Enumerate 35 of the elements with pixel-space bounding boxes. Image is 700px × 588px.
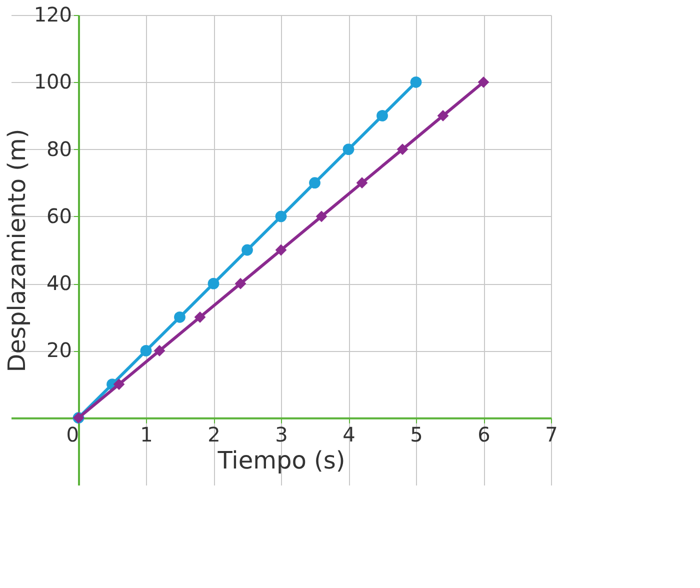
x-tick-label: 0 (66, 422, 79, 446)
point (174, 311, 186, 323)
y-tick-label: 60 (46, 204, 72, 228)
x-tick-label: 1 (140, 422, 153, 446)
point (275, 210, 287, 222)
x-axis-title: Tiempo (s) (216, 446, 346, 474)
point (376, 110, 388, 122)
point (437, 110, 449, 122)
point (309, 177, 320, 189)
x-tick-label: 2 (208, 422, 220, 446)
point (194, 311, 206, 323)
point (316, 210, 328, 222)
y-axis-title: Desplazamiento (m) (2, 128, 31, 372)
point (113, 378, 125, 390)
x-tick-label: 6 (478, 422, 490, 446)
y-tick-label: 100 (34, 70, 72, 94)
point (242, 244, 253, 256)
point (208, 278, 220, 290)
y-tick-label: 120 (34, 2, 72, 26)
y-tick-label: 20 (46, 338, 72, 362)
point (275, 244, 287, 256)
point (356, 177, 368, 189)
point (410, 76, 422, 88)
point (342, 144, 354, 155)
x-tick-label: 7 (545, 422, 558, 446)
y-tick-label: 40 (46, 271, 72, 296)
x-tick-label: 5 (410, 422, 423, 446)
x-tick-label: 4 (342, 422, 356, 446)
x-tick-label: 3 (275, 422, 288, 446)
point (154, 345, 166, 356)
point (396, 144, 408, 155)
y-tick-label: 80 (46, 136, 72, 161)
point (234, 278, 246, 290)
point (140, 345, 152, 356)
point (478, 76, 490, 88)
